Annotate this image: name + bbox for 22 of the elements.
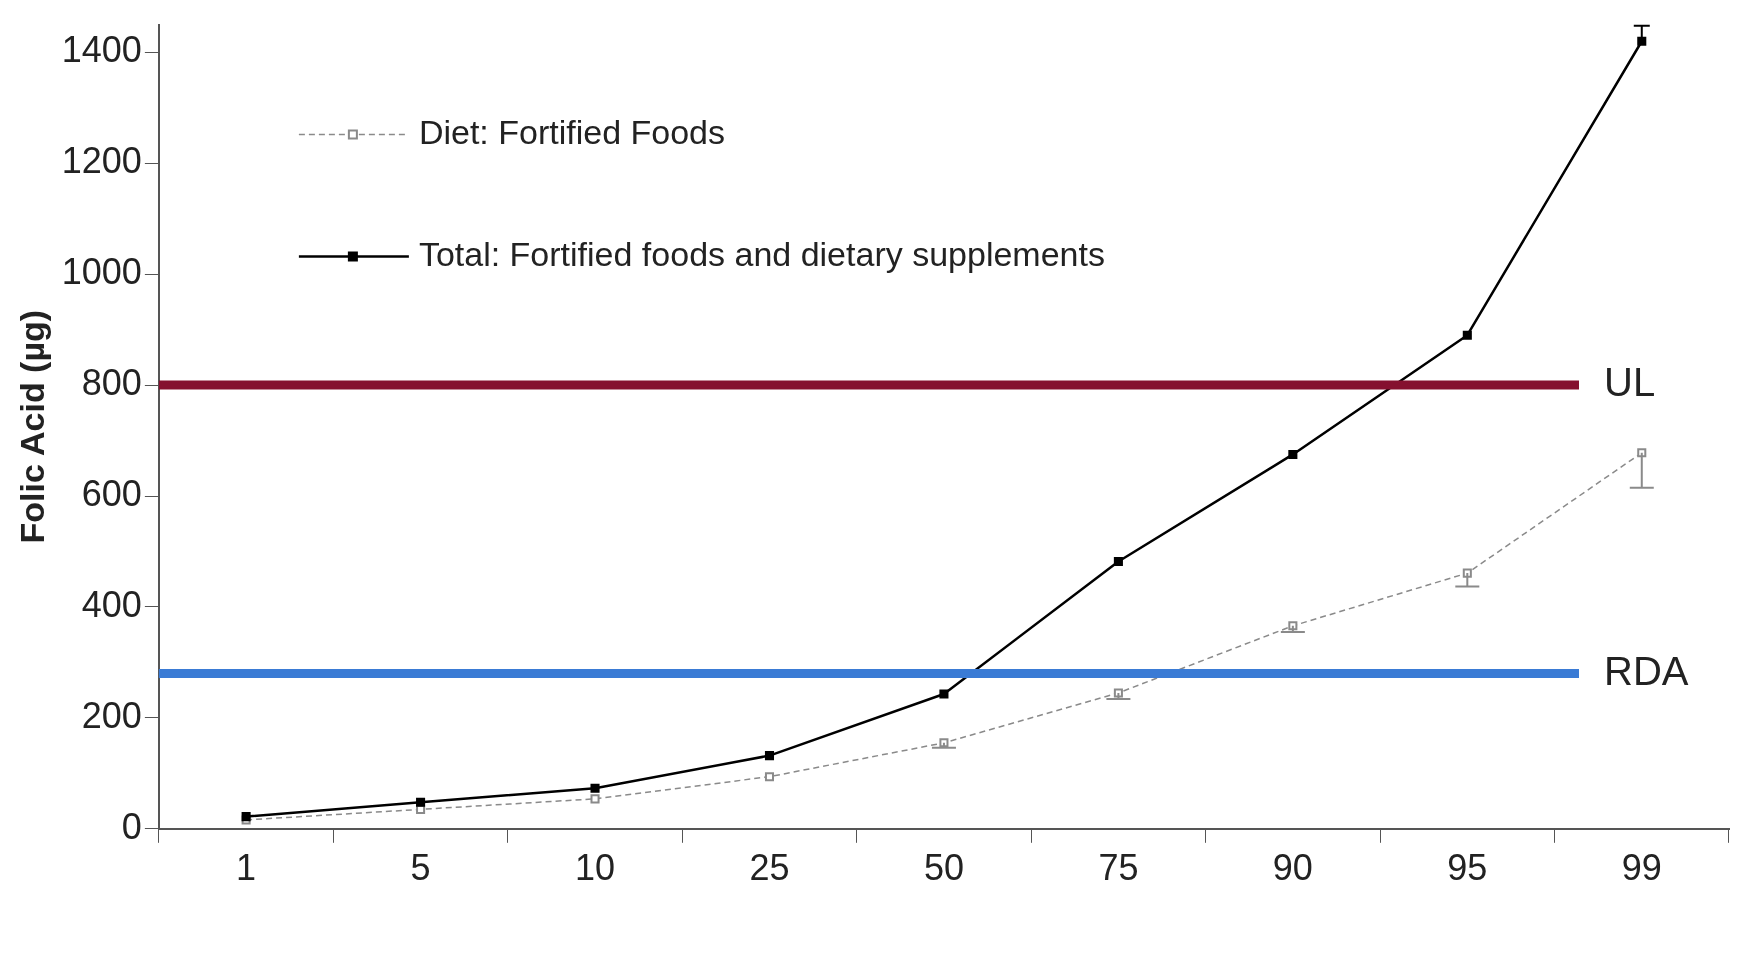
y-tick-label: 1000 bbox=[61, 251, 142, 293]
y-tick-label: 400 bbox=[81, 583, 142, 625]
x-tick-label: 50 bbox=[923, 847, 964, 889]
x-tick-label: 75 bbox=[1098, 847, 1139, 889]
x-tick-label: 95 bbox=[1447, 847, 1488, 889]
y-axis-title: Folic Acid (µg) bbox=[12, 309, 51, 544]
ref-line-label: RDA bbox=[1604, 648, 1689, 693]
legend-label: Diet: Fortified Foods bbox=[418, 112, 726, 151]
x-tick-label: 99 bbox=[1621, 847, 1662, 889]
y-tick-label: 1400 bbox=[61, 29, 142, 71]
y-tick-label: 200 bbox=[81, 694, 142, 736]
x-tick-label: 25 bbox=[749, 847, 790, 889]
y-tick-label: 0 bbox=[121, 805, 142, 847]
x-tick-label: 1 bbox=[236, 847, 257, 889]
x-tick-label: 90 bbox=[1272, 847, 1313, 889]
y-tick-label: 600 bbox=[81, 472, 142, 514]
y-tick-label: 1200 bbox=[61, 140, 142, 182]
legend-label: Total: Fortified foods and dietary supplements bbox=[418, 234, 1105, 273]
x-tick-label: 10 bbox=[575, 847, 616, 889]
x-tick-label: 5 bbox=[410, 847, 431, 889]
y-tick-label: 800 bbox=[81, 362, 142, 404]
ref-line-label: UL bbox=[1604, 360, 1656, 405]
